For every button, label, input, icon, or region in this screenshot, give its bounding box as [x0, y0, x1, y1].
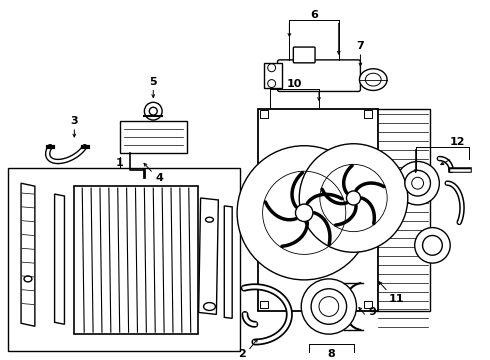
Bar: [376, 109, 431, 311]
Text: 4: 4: [155, 173, 163, 183]
FancyBboxPatch shape: [294, 47, 315, 63]
Bar: [365, 301, 372, 309]
Text: 12: 12: [449, 137, 465, 147]
Circle shape: [295, 204, 313, 221]
FancyBboxPatch shape: [277, 60, 361, 91]
Ellipse shape: [205, 217, 214, 222]
Circle shape: [149, 107, 157, 115]
Text: 1: 1: [116, 158, 123, 168]
Bar: [258, 109, 378, 311]
Bar: [365, 110, 372, 118]
Circle shape: [319, 297, 339, 316]
Circle shape: [237, 146, 371, 280]
Polygon shape: [54, 194, 65, 324]
Bar: [74, 186, 197, 334]
Bar: [260, 301, 268, 309]
Circle shape: [415, 228, 450, 263]
Circle shape: [346, 191, 361, 205]
Text: 7: 7: [357, 41, 364, 51]
Text: 11: 11: [388, 294, 404, 303]
Text: 10: 10: [287, 78, 302, 89]
Ellipse shape: [360, 69, 387, 90]
Polygon shape: [21, 183, 35, 326]
Bar: [8, 168, 240, 351]
Circle shape: [301, 279, 357, 334]
Circle shape: [405, 170, 431, 196]
Circle shape: [268, 64, 275, 72]
Circle shape: [145, 102, 162, 120]
Text: 2: 2: [238, 349, 246, 359]
Text: 9: 9: [368, 307, 376, 318]
Text: 6: 6: [310, 9, 318, 19]
Bar: [264, 63, 281, 89]
Ellipse shape: [24, 276, 32, 282]
Circle shape: [268, 80, 275, 87]
Circle shape: [412, 177, 423, 189]
Circle shape: [396, 162, 440, 205]
Text: 5: 5: [149, 77, 157, 87]
Polygon shape: [224, 206, 232, 318]
Circle shape: [299, 144, 408, 252]
Bar: [260, 110, 268, 118]
Ellipse shape: [366, 73, 381, 86]
Circle shape: [422, 235, 442, 255]
Text: 3: 3: [71, 116, 78, 126]
Circle shape: [311, 289, 346, 324]
Text: 8: 8: [327, 349, 335, 359]
Polygon shape: [198, 198, 219, 314]
Bar: [120, 121, 187, 153]
Ellipse shape: [203, 302, 216, 310]
